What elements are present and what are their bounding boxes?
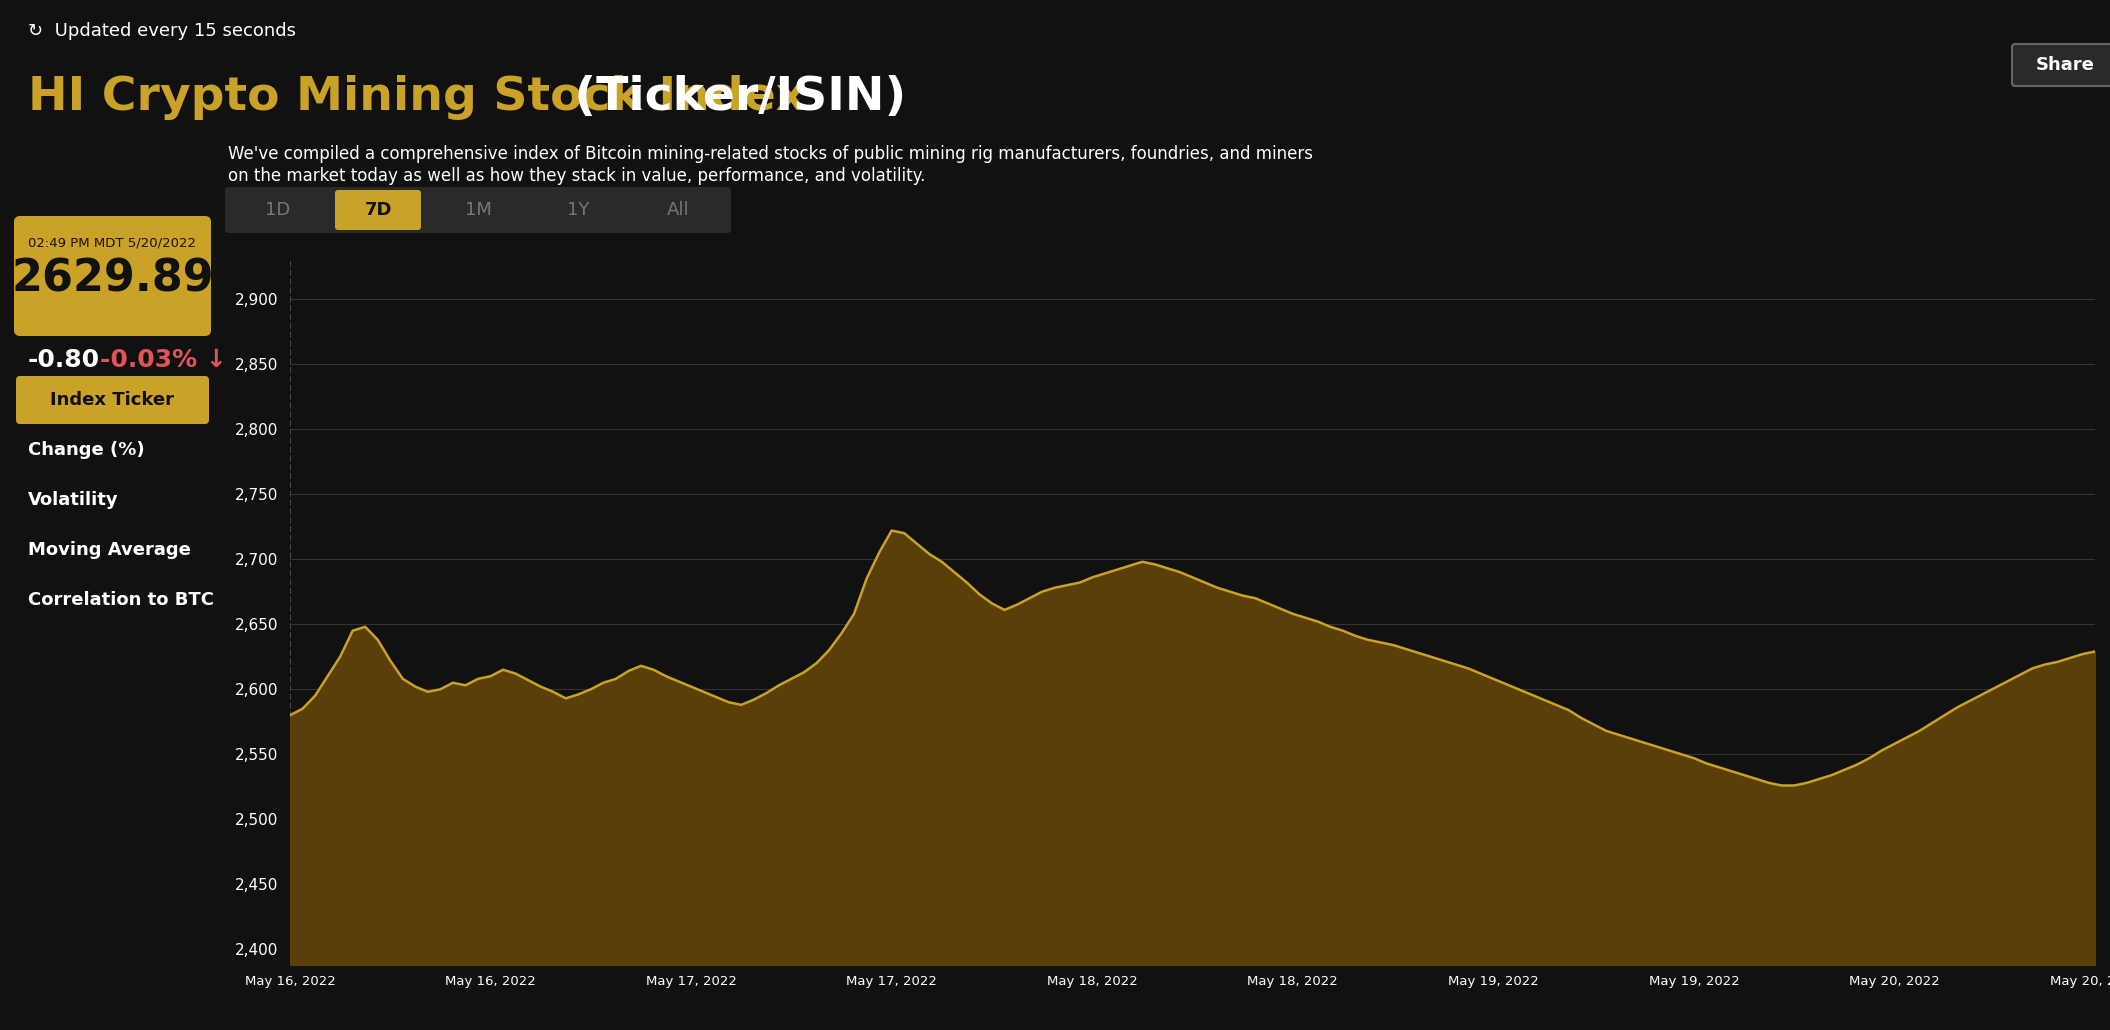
Text: 1M: 1M: [464, 201, 492, 219]
FancyBboxPatch shape: [2013, 44, 2110, 85]
Text: 1D: 1D: [266, 201, 291, 219]
Text: Index Ticker: Index Ticker: [51, 391, 175, 409]
Text: -0.03% ↓: -0.03% ↓: [99, 348, 228, 372]
Text: We've compiled a comprehensive index of Bitcoin mining-related stocks of public : We've compiled a comprehensive index of …: [228, 145, 1312, 163]
Text: Change (%): Change (%): [27, 441, 146, 459]
Text: (Ticker/ISIN): (Ticker/ISIN): [557, 75, 905, 121]
Text: Moving Average: Moving Average: [27, 541, 190, 559]
FancyBboxPatch shape: [335, 190, 422, 230]
FancyBboxPatch shape: [17, 376, 209, 424]
Text: on the market today as well as how they stack in value, performance, and volatil: on the market today as well as how they …: [228, 167, 926, 185]
Text: 2629.89: 2629.89: [11, 258, 213, 300]
Text: All: All: [667, 201, 690, 219]
Text: 02:49 PM MDT 5/20/2022: 02:49 PM MDT 5/20/2022: [30, 236, 196, 249]
Text: -0.80: -0.80: [27, 348, 99, 372]
Text: 1Y: 1Y: [568, 201, 589, 219]
Text: Share: Share: [2036, 56, 2095, 74]
Text: Volatility: Volatility: [27, 491, 118, 509]
Text: Correlation to BTC: Correlation to BTC: [27, 591, 213, 609]
Text: HI Crypto Mining Stock Index: HI Crypto Mining Stock Index: [27, 75, 806, 121]
Text: 7D: 7D: [365, 201, 392, 219]
FancyBboxPatch shape: [15, 216, 211, 336]
Text: ↻  Updated every 15 seconds: ↻ Updated every 15 seconds: [27, 22, 295, 40]
FancyBboxPatch shape: [226, 187, 730, 233]
